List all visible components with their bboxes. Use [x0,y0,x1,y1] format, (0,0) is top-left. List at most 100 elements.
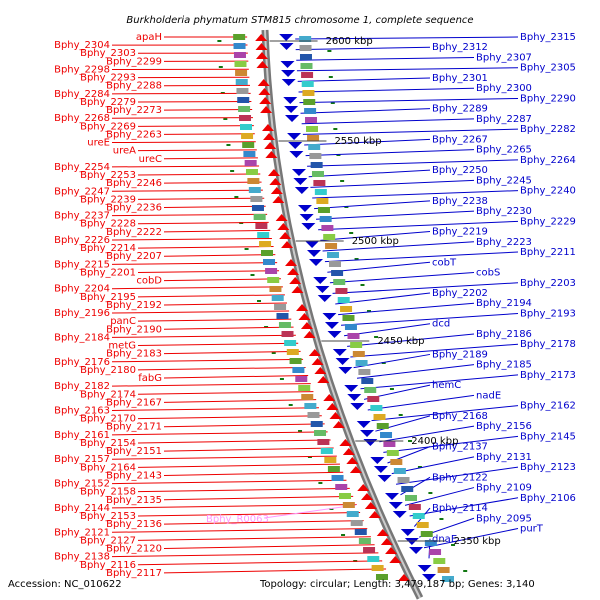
forward-gene [342,448,355,455]
label-connector [163,133,255,135]
reverse-gene [344,385,359,392]
gene-label-bphy-2171: Bphy_2171 [106,422,162,433]
reverse-gene [297,205,312,212]
label-connector [111,334,296,338]
gene-label-cobt: cobT [432,257,457,268]
annotation-block [323,234,336,240]
gene-label-bphy-2273: Bphy_2273 [106,105,162,116]
tick-mark [327,50,332,52]
label-connector [356,364,475,379]
label-connector [111,552,379,558]
label-connector [163,205,266,209]
annotation-block [376,423,389,429]
forward-gene [269,178,282,185]
label-connector [137,415,322,420]
gene-label-bphy-2282: Bphy_2282 [520,124,576,135]
forward-gene [300,322,313,329]
label-connector [111,528,368,533]
gene-label-bphy-2144: Bphy_2144 [54,503,110,514]
gene-label-bphy-2190: Bphy_2190 [106,324,162,335]
kbp-label: 2450 kbp [377,336,424,347]
reverse-gene [315,286,330,293]
gene-label-bphy-2193: Bphy_2193 [520,308,576,319]
annotation-block [416,522,429,528]
tick-mark [408,440,413,442]
annotation-block [284,340,297,346]
label-connector [137,560,383,566]
tick-mark [367,310,372,312]
gene-label-bphy-2240: Bphy_2240 [520,186,576,197]
annotation-block [375,574,388,580]
gene-label-bphy-2246: Bphy_2246 [106,178,162,189]
annotation-block [300,63,313,69]
label-connector [137,512,361,517]
gene-label-dnae: dnaE [432,534,457,545]
annotation-block [326,252,339,258]
label-connector [163,544,375,550]
label-connector [163,350,301,355]
label-connector [111,141,256,144]
reverse-gene [285,115,300,122]
forward-gene [263,133,276,140]
annotation-block [301,72,314,78]
gene-label-bphy-2151: Bphy_2151 [106,446,162,457]
annotation-block [321,225,334,231]
label-connector [296,67,519,72]
reverse-gene [356,421,371,428]
gene-label-bphy-2163: Bphy_2163 [54,405,110,416]
gene-label-bphy-2174: Bphy_2174 [80,389,136,400]
annotation-block [354,529,367,535]
gene-label-bphy-2123: Bphy_2123 [520,462,576,473]
annotation-block [309,153,322,159]
annotation-block [286,349,299,355]
tick-mark [288,404,293,406]
gene-label-bphy-2136: Bphy_2136 [106,519,162,530]
label-connector [111,503,357,509]
tick-mark [230,170,235,172]
annotation-block [340,306,353,312]
gene-label-bphy-2186: Bphy_2186 [476,329,532,340]
tick-mark [223,118,228,120]
gene-label-bphy-2116: Bphy_2116 [80,560,136,571]
forward-gene [329,412,342,419]
reverse-gene [417,565,432,572]
gene-label-bphy-2152: Bphy_2152 [54,479,110,490]
gene-label-bphy-2180: Bphy_2180 [80,365,136,376]
annotation-block [325,243,338,249]
reverse-gene [335,358,350,365]
annotation-block [346,511,359,517]
label-connector [367,394,475,411]
label-connector [111,407,319,411]
gene-label-bphy-2164: Bphy_2164 [80,462,136,473]
gene-label-bphy-2229: Bphy_2229 [520,216,576,227]
reverse-gene [338,367,353,374]
forward-gene [346,457,359,464]
gene-label-bphy-2168: Bphy_2168 [432,411,488,422]
kbp-label: 2400 kbp [411,436,458,447]
annotation-block [301,394,314,400]
label-connector [137,463,340,468]
gene-label-bphy-2268: Bphy_2268 [54,113,110,124]
tick-mark [340,180,345,182]
reverse-gene [284,106,299,113]
annotation-block [350,342,363,348]
annotation-block [301,81,314,87]
gene-label-bphy-2173: Bphy_2173 [520,370,576,381]
annotation-block [281,331,294,337]
annotation-block [367,396,380,402]
reverse-gene [373,466,388,473]
gene-label-bphy-2304: Bphy_2304 [54,40,110,51]
gene-label-bphy-2178: Bphy_2178 [520,339,576,350]
gene-label-urec: ureC [139,154,162,165]
annotation-block [358,369,371,375]
annotation-block [344,324,357,330]
annotation-block [342,315,355,321]
tick-mark [333,128,338,130]
tick-mark [264,326,269,328]
label-connector [163,181,262,184]
gene-label-bphy-2201: Bphy_2201 [80,267,136,278]
tick-mark [428,492,433,494]
label-connector [163,447,334,452]
annotation-block [295,376,308,382]
label-connector [308,169,431,178]
